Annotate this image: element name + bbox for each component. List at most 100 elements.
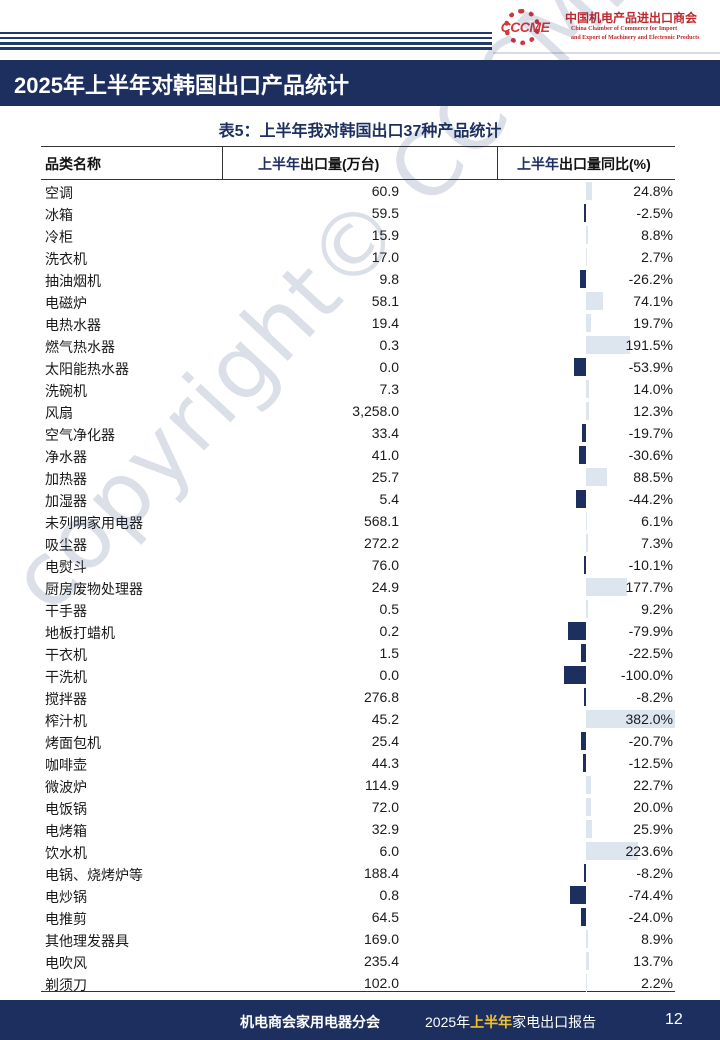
- yoy-percent: 14.0%: [633, 381, 673, 397]
- header-rule: [41, 179, 675, 180]
- table-row: 干衣机 1.5 -22.5%: [41, 642, 675, 664]
- product-name: 净水器: [45, 449, 87, 465]
- yoy-percent: -10.1%: [628, 557, 673, 573]
- yoy-data-bar: [584, 688, 586, 706]
- yoy-percent: 88.5%: [633, 469, 673, 485]
- product-name: 电锅、烧烤炉等: [45, 867, 143, 883]
- table-row: 烤面包机 25.4 -20.7%: [41, 730, 675, 752]
- export-quantity: 1.5: [379, 645, 399, 661]
- table-row: 榨汁机 45.2 382.0%: [41, 708, 675, 730]
- footer-org: 机电商会家用电器分会: [240, 1014, 380, 1030]
- yoy-data-bar: [586, 842, 638, 860]
- yoy-data-bar: [586, 974, 587, 992]
- table-row: 电吹风 235.4 13.7%: [41, 950, 675, 972]
- product-name: 烤面包机: [45, 735, 101, 751]
- table-row: 饮水机 6.0 223.6%: [41, 840, 675, 862]
- product-name: 干手器: [45, 603, 87, 619]
- export-quantity: 15.9: [371, 227, 399, 243]
- yoy-data-bar: [586, 336, 631, 354]
- export-quantity: 33.4: [371, 425, 399, 441]
- yoy-percent: -22.5%: [628, 645, 673, 661]
- product-name: 空气净化器: [45, 427, 115, 443]
- table-row: 燃气热水器 0.3 191.5%: [41, 334, 675, 356]
- product-name: 冰箱: [45, 207, 73, 223]
- product-name: 空调: [45, 185, 73, 201]
- export-quantity: 114.9: [365, 777, 399, 793]
- table-row: 冷柜 15.9 8.8%: [41, 224, 675, 246]
- yoy-data-bar: [581, 424, 586, 442]
- yoy-data-bar: [581, 732, 586, 750]
- yoy-data-bar: [583, 754, 586, 772]
- export-quantity: 41.0: [371, 447, 399, 463]
- yoy-data-bar: [586, 512, 588, 530]
- table-row: 电推剪 64.5 -24.0%: [41, 906, 675, 928]
- product-name: 电推剪: [45, 911, 87, 927]
- table-row: 电烤箱 32.9 25.9%: [41, 818, 675, 840]
- product-name: 冷柜: [45, 229, 73, 245]
- yoy-data-bar: [586, 798, 591, 816]
- export-quantity: 0.5: [379, 601, 399, 617]
- table-row: 净水器 41.0 -30.6%: [41, 444, 675, 466]
- yoy-data-bar: [586, 468, 607, 486]
- export-quantity: 102.0: [363, 975, 399, 991]
- product-name: 榨汁机: [45, 713, 87, 729]
- table-row: 咖啡壶 44.3 -12.5%: [41, 752, 675, 774]
- column-divider: [222, 147, 223, 179]
- product-name: 干衣机: [45, 647, 87, 663]
- yoy-data-bar: [586, 182, 592, 200]
- export-quantity: 24.9: [371, 579, 399, 595]
- yoy-data-bar: [564, 666, 586, 684]
- product-name: 未列明家用电器: [45, 515, 143, 531]
- table-row: 空气净化器 33.4 -19.7%: [41, 422, 675, 444]
- yoy-percent: -24.0%: [628, 909, 673, 925]
- export-quantity: 7.3: [379, 381, 399, 397]
- table-title: 表5：上半年我对韩国出口37种产品统计: [218, 123, 502, 140]
- yoy-percent: 2.7%: [641, 249, 673, 265]
- yoy-data-bar: [586, 292, 604, 310]
- export-quantity: 72.0: [371, 799, 399, 815]
- export-table: 品类名称 上半年出口量(万台) 上半年出口量同比(%) 空调 60.9 24.8% 冰…: [41, 146, 675, 993]
- yoy-percent: 8.8%: [641, 227, 673, 243]
- yoy-percent: -2.5%: [636, 205, 673, 221]
- yoy-percent: -100.0%: [620, 667, 673, 683]
- table-row: 洗衣机 17.0 2.7%: [41, 246, 675, 268]
- table-row: 微波炉 114.9 22.7%: [41, 774, 675, 796]
- export-quantity: 45.2: [371, 711, 399, 727]
- export-quantity: 235.4: [363, 953, 399, 969]
- yoy-data-bar: [586, 820, 592, 838]
- product-name: 厨房废物处理器: [45, 581, 143, 597]
- yoy-data-bar: [586, 226, 589, 244]
- export-quantity: 0.3: [379, 337, 399, 353]
- yoy-data-bar: [581, 644, 586, 662]
- table-row: 太阳能热水器 0.0 -53.9%: [41, 356, 675, 378]
- yoy-percent: -20.7%: [628, 733, 673, 749]
- table-row: 电磁炉 58.1 74.1%: [41, 290, 675, 312]
- table-row: 加湿器 5.4 -44.2%: [41, 488, 675, 510]
- yoy-data-bar: [569, 886, 586, 904]
- table-row: 抽油烟机 9.8 -26.2%: [41, 268, 675, 290]
- yoy-percent: 24.8%: [633, 183, 673, 199]
- export-quantity: 0.0: [379, 359, 399, 375]
- table-row: 洗碗机 7.3 14.0%: [41, 378, 675, 400]
- yoy-percent: 19.7%: [633, 315, 673, 331]
- yoy-data-bar: [586, 578, 628, 596]
- cccme-logo-mark: CCCME: [500, 9, 550, 45]
- yoy-percent: -26.2%: [628, 271, 673, 287]
- column-divider: [497, 147, 498, 179]
- export-quantity: 60.9: [371, 183, 399, 199]
- product-name: 风扇: [45, 405, 73, 421]
- product-name: 干洗机: [45, 669, 87, 685]
- table-row: 冰箱 59.5 -2.5%: [41, 202, 675, 224]
- export-quantity: 64.5: [371, 909, 399, 925]
- product-name: 微波炉: [45, 779, 87, 795]
- page-title: 2025年上半年对韩国出口产品统计: [14, 73, 349, 98]
- yoy-percent: -30.6%: [628, 447, 673, 463]
- product-name: 咖啡壶: [45, 757, 87, 773]
- export-quantity: 44.3: [371, 755, 399, 771]
- yoy-percent: 177.7%: [625, 579, 673, 595]
- yoy-percent: -8.2%: [636, 689, 673, 705]
- table-row: 吸尘器 272.2 7.3%: [41, 532, 675, 554]
- yoy-percent: 8.9%: [641, 931, 673, 947]
- yoy-percent: 2.2%: [641, 975, 673, 991]
- product-name: 剃须刀: [45, 977, 87, 993]
